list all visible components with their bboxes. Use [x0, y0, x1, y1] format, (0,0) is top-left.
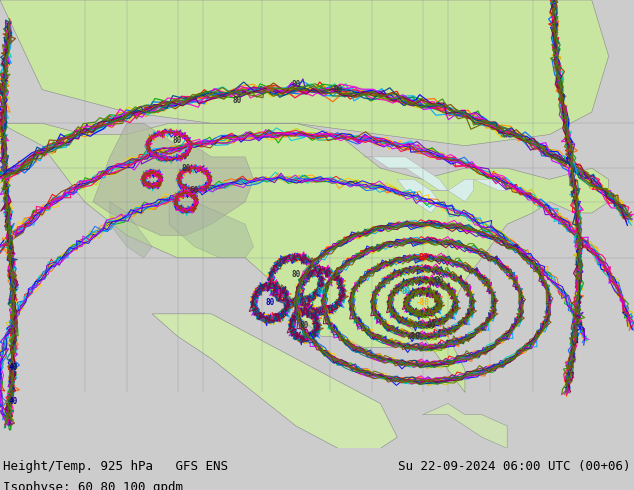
- Text: 80: 80: [173, 136, 182, 145]
- Polygon shape: [431, 179, 474, 202]
- Text: 40: 40: [8, 363, 18, 372]
- Text: 80: 80: [316, 287, 326, 296]
- Polygon shape: [110, 202, 152, 258]
- Text: -80: -80: [407, 332, 421, 341]
- Text: 80: 80: [435, 276, 444, 285]
- Polygon shape: [406, 325, 465, 392]
- Text: 80: 80: [300, 320, 309, 330]
- Polygon shape: [363, 157, 448, 191]
- Text: 80: 80: [418, 253, 427, 262]
- Polygon shape: [152, 314, 398, 448]
- Polygon shape: [169, 202, 254, 258]
- Text: 80: 80: [401, 287, 410, 296]
- Text: 60: 60: [190, 186, 199, 195]
- Polygon shape: [93, 123, 254, 235]
- Text: -80: -80: [416, 298, 430, 307]
- Polygon shape: [0, 0, 609, 146]
- Text: 80: 80: [232, 97, 242, 105]
- Text: 80: 80: [291, 79, 301, 89]
- Text: Height/Temp. 925 hPa   GFS ENS: Height/Temp. 925 hPa GFS ENS: [3, 460, 228, 473]
- Polygon shape: [474, 179, 507, 191]
- Text: Su 22-09-2024 06:00 UTC (00+06): Su 22-09-2024 06:00 UTC (00+06): [398, 460, 631, 473]
- Polygon shape: [398, 179, 439, 213]
- Polygon shape: [423, 403, 507, 448]
- Text: 80: 80: [181, 164, 191, 172]
- Polygon shape: [0, 123, 609, 347]
- Text: 40: 40: [8, 396, 18, 406]
- Text: 80: 80: [266, 298, 275, 307]
- Text: 80: 80: [427, 320, 436, 330]
- Text: 80: 80: [291, 270, 301, 279]
- Text: Isophyse: 60 80 100 gpdm: Isophyse: 60 80 100 gpdm: [3, 481, 183, 490]
- Text: 90: 90: [333, 85, 343, 94]
- Text: 80: 80: [266, 85, 275, 94]
